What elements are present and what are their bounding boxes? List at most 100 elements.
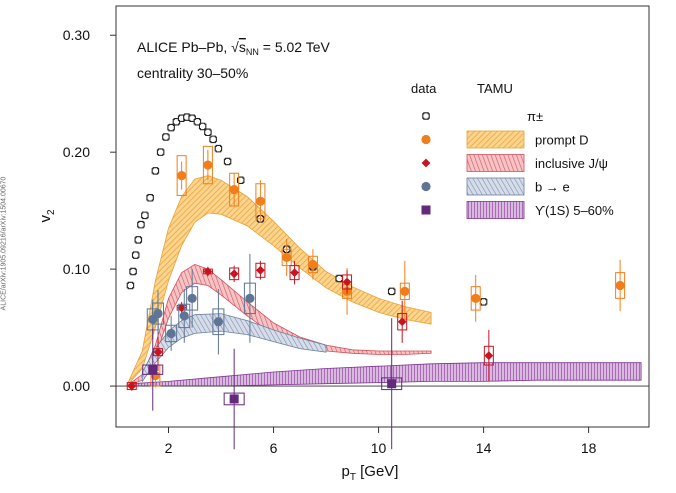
y-axis-label: v2	[37, 209, 57, 223]
jpsi-point	[127, 381, 137, 391]
prompt-d-point	[203, 160, 213, 170]
pion-point	[198, 122, 207, 131]
legend-b-to-e-swatch	[466, 177, 525, 196]
plot-frame	[115, 5, 650, 428]
jpsi-point	[397, 317, 407, 327]
legend-prompt-d-label: prompt D	[535, 133, 588, 148]
model-bands	[126, 175, 642, 387]
b-to-e-point	[166, 328, 176, 339]
x-tick-label: 6	[270, 440, 278, 456]
jpsi-point	[153, 347, 163, 357]
legend-jpsi-marker	[421, 158, 431, 168]
legend-prompt-d-marker	[421, 134, 431, 145]
legend-b-to-e-label: b → e	[535, 180, 570, 195]
jpsi-syst-box	[342, 274, 353, 290]
jpsi-syst-box	[483, 345, 494, 366]
legend-upsilon-label: ϒ(1S) 5–60%	[535, 203, 614, 218]
y-tick-label: 0.20	[63, 144, 90, 160]
jpsi-syst-box	[289, 265, 300, 281]
pion-point	[129, 267, 137, 276]
legend-prompt-d: prompt D	[421, 130, 588, 149]
legend-prompt-d-swatch	[466, 130, 525, 149]
x-tick-label: 2	[165, 440, 173, 456]
b-to-e-point	[213, 317, 223, 327]
jpsi-syst-box	[397, 313, 408, 331]
jpsi-point	[177, 303, 187, 313]
x-tick-label: 14	[476, 440, 492, 456]
b-to-e-syst-box	[186, 286, 199, 311]
jpsi-point	[229, 269, 239, 279]
prompt-d-point	[615, 280, 625, 291]
legend-jpsi: inclusive J/ψ	[421, 154, 608, 172]
jpsi-point	[342, 277, 352, 287]
legend-upsilon-marker	[421, 205, 431, 215]
pion-point	[141, 211, 149, 220]
legend-header-tamu: TAMU	[477, 81, 513, 96]
prompt-d-point	[229, 185, 239, 195]
b-to-e-point	[179, 311, 189, 321]
prompt-d-point	[471, 293, 481, 303]
jpsi-point	[290, 268, 299, 278]
legend: data TAMU π± prompt D inclusive J/ψ b → e ϒ(…	[411, 81, 614, 219]
prompt-d-point	[282, 252, 292, 263]
pion-point	[134, 236, 143, 244]
pion-point	[126, 281, 135, 290]
b-to-e-syst-box	[165, 324, 178, 343]
jpsi-point	[484, 351, 494, 361]
pion-point	[146, 194, 154, 202]
prompt-d-point	[400, 286, 410, 296]
upsilon-syst-box	[223, 392, 245, 406]
b-to-e-syst-box	[178, 303, 191, 329]
jpsi-point	[256, 265, 265, 275]
b-to-e-point	[187, 293, 197, 303]
prompt-d-point	[177, 170, 187, 181]
title-line-1: ALICE Pb–Pb, √sNN = 5.02 TeV	[137, 39, 330, 57]
prompt-d-point	[255, 196, 266, 206]
y-tick-label: 0.10	[63, 261, 90, 277]
b-to-e-syst-box	[212, 308, 225, 336]
x-tick-label: 10	[371, 440, 387, 456]
band-inclusive-jpsi	[126, 263, 432, 387]
legend-b-to-e-marker	[421, 181, 431, 192]
legend-upsilon: ϒ(1S) 5–60%	[421, 201, 614, 219]
b-to-e-syst-box	[243, 282, 256, 315]
b-to-e-point	[153, 308, 163, 319]
y-tick-label: 0.30	[63, 27, 90, 43]
x-tick-label: 18	[581, 440, 597, 456]
legend-b-to-e: b → e	[421, 177, 570, 196]
upsilon-point	[387, 379, 397, 389]
prompt-d-point	[308, 259, 318, 270]
pion-point	[387, 287, 396, 296]
pion-point	[479, 298, 488, 306]
pion-point	[204, 128, 212, 137]
jpsi-point	[203, 267, 213, 276]
pion-point	[223, 157, 232, 166]
legend-upsilon-swatch	[466, 201, 525, 219]
jpsi-syst-box	[229, 267, 240, 281]
upsilon-syst-box	[142, 364, 164, 375]
pion-point	[214, 144, 223, 153]
pion-point	[167, 123, 175, 132]
upsilon-point	[148, 365, 158, 375]
title-line-2: centrality 30–50%	[137, 65, 248, 81]
pion-point	[131, 251, 140, 259]
b-to-e-syst-box	[152, 302, 165, 325]
jpsi-syst-box	[255, 262, 266, 278]
b-to-e-point	[245, 293, 255, 303]
pion-point	[137, 220, 145, 229]
legend-header-data: data	[411, 81, 437, 96]
pion-point	[151, 167, 160, 175]
x-axis-label: pT [GeV]	[342, 463, 399, 483]
legend-pion-label: π±	[527, 109, 543, 124]
pion-point	[156, 148, 165, 156]
axes: 0.00 0.10 0.20 0.30 2 6 10 14 18	[63, 27, 597, 456]
legend-pion-marker	[422, 112, 430, 120]
band-prompt-d	[126, 175, 432, 387]
upsilon-syst-box	[381, 377, 403, 391]
chart-title: ALICE Pb–Pb, √sNN = 5.02 TeV centrality …	[137, 39, 330, 81]
band-upsilon	[131, 362, 642, 387]
data-points	[126, 113, 626, 450]
pion-point	[209, 135, 217, 144]
pion-point	[335, 274, 343, 283]
